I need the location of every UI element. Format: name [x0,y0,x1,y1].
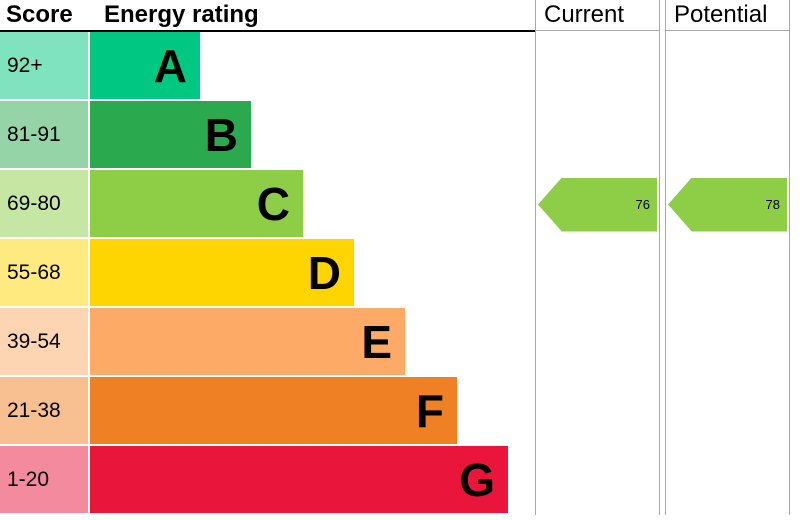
band-row-c: 69-80 C [0,170,508,239]
score-range-e: 39-54 [0,308,90,377]
band-row-e: 39-54 E [0,308,508,377]
bar-area-d: D [90,239,354,308]
band-bar-e: E [90,308,405,377]
score-range-f: 21-38 [0,377,90,446]
band-bar-a: A [90,32,200,101]
score-range-b: 81-91 [0,101,90,170]
bar-area-b: B [90,101,251,170]
potential-rating-value: 78 [765,197,780,212]
band-row-f: 21-38 F [0,377,508,446]
current-header: Current [536,0,659,31]
bar-area-e: E [90,308,405,377]
potential-rating-arrow: 78 [668,177,787,232]
band-bar-d: D [90,239,354,308]
band-row-g: 1-20 G [0,446,508,515]
band-letter-a: A [153,39,187,92]
band-letter-c: C [256,177,290,230]
band-letter-b: B [204,108,238,161]
score-range-d: 55-68 [0,239,90,308]
band-row-a: 92+ A [0,32,508,101]
potential-header: Potential [666,0,789,31]
band-bar-f: F [90,377,457,446]
score-range-c: 69-80 [0,170,90,239]
current-rating-value: 76 [635,197,650,212]
band-letter-f: F [415,384,444,437]
bar-area-g: G [90,446,508,515]
band-letter-d: D [307,246,341,299]
band-row-d: 55-68 D [0,239,508,308]
band-bar-c: C [90,170,303,239]
bar-area-a: A [90,32,200,101]
bar-area-f: F [90,377,457,446]
score-range-g: 1-20 [0,446,90,515]
bar-area-c: C [90,170,303,239]
band-bar-g: G [90,446,508,515]
band-rows: 92+ A 81-91 B 69-80 C 55-68 D 39-54 E 21-38 F 1-20 G [0,32,508,515]
energy-rating-header: Energy rating [104,1,259,28]
current-column: Current 76 [535,0,660,515]
potential-column: Potential 78 [665,0,790,515]
band-letter-e: E [361,315,392,368]
chart-header: Score Energy rating [0,0,535,32]
score-range-a: 92+ [0,32,90,101]
band-letter-g: G [459,453,495,506]
band-bar-b: B [90,101,251,170]
band-row-b: 81-91 B [0,101,508,170]
current-rating-arrow: 76 [538,177,657,232]
score-header: Score [6,1,73,28]
